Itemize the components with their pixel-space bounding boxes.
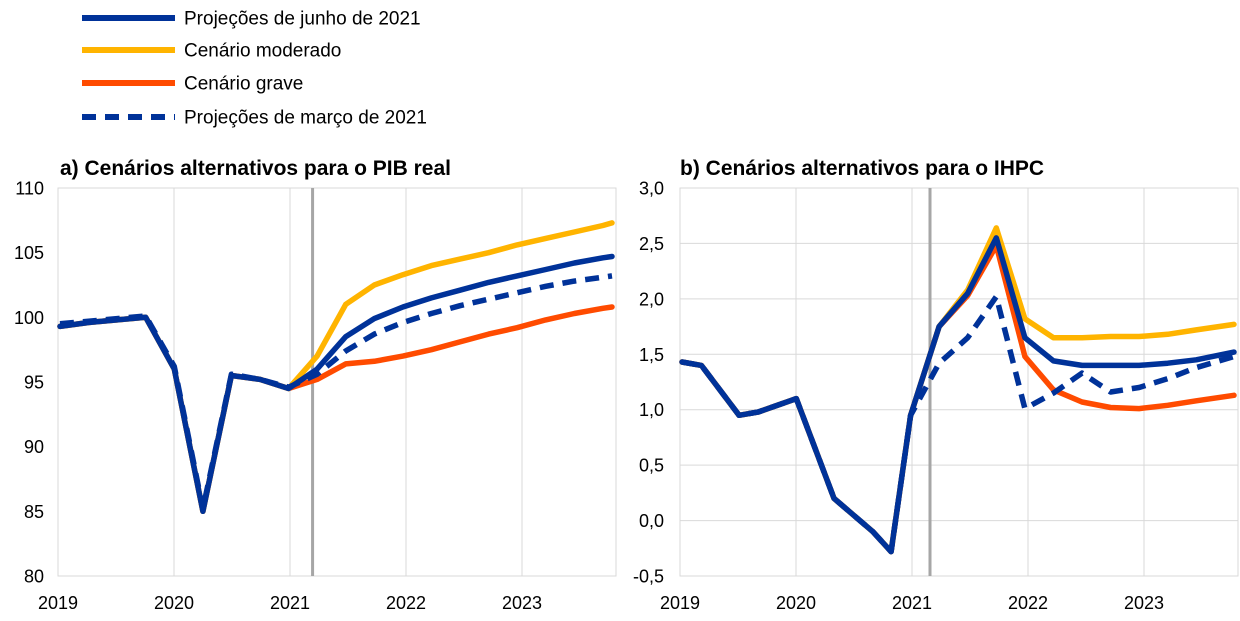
legend: Projeções de junho de 2021 Cenário modera…	[82, 9, 427, 129]
series-line-march	[59, 273, 613, 512]
legend-label-mild: Cenário moderado	[184, 41, 341, 62]
x-tick-label: 2019	[660, 593, 700, 613]
legend-item-june: Projeções de junho de 2021	[82, 9, 421, 30]
y-tick-label: 80	[24, 567, 44, 587]
legend-label-march: Projeções de março de 2021	[184, 108, 427, 129]
series-line-severe	[57, 304, 615, 515]
y-tick-label: 110	[15, 179, 44, 199]
x-tick-label: 2021	[270, 593, 310, 613]
y-tick-label: 105	[14, 243, 44, 263]
legend-item-mild: Cenário moderado	[82, 41, 341, 62]
y-tick-label: 85	[24, 502, 44, 522]
y-tick-label: 0,0	[639, 511, 664, 531]
plot-area	[679, 187, 1239, 577]
y-tick-label: 100	[14, 308, 44, 328]
x-tick-label: 2022	[1008, 593, 1048, 613]
x-tick-label: 2020	[154, 593, 194, 613]
y-tick-label: 2,5	[639, 234, 664, 254]
plot-area	[57, 187, 617, 577]
y-tick-label: -0,5	[633, 567, 664, 587]
y-tick-label: 2,0	[639, 289, 664, 309]
series-line-march	[681, 293, 1235, 555]
series-line-mild	[679, 225, 1237, 555]
y-tick-label: 90	[24, 437, 44, 457]
x-tick-label: 2023	[1124, 593, 1164, 613]
series-line-severe	[679, 242, 1237, 555]
series-line-june	[679, 235, 1237, 555]
y-tick-label: 1,5	[639, 345, 664, 365]
x-tick-label: 2020	[776, 593, 816, 613]
y-tick-label: 95	[24, 373, 44, 393]
y-tick-label: 1,0	[639, 400, 664, 420]
panel-gdp: a) Cenários alternativos para o PIB real…	[14, 157, 617, 613]
x-tick-label: 2022	[386, 593, 426, 613]
x-tick-label: 2021	[892, 593, 932, 613]
x-tick-label: 2019	[38, 593, 78, 613]
panel-hicp: b) Cenários alternativos para o IHPC -0,5…	[633, 157, 1239, 613]
y-tick-label: 3,0	[639, 179, 664, 199]
panel-title: a) Cenários alternativos para o PIB real	[60, 157, 451, 180]
series-line-june	[57, 253, 615, 515]
panel-title: b) Cenários alternativos para o IHPC	[680, 157, 1044, 180]
legend-item-severe: Cenário grave	[82, 74, 303, 95]
legend-label-severe: Cenário grave	[184, 74, 303, 95]
legend-item-march: Projeções de março de 2021	[82, 108, 427, 129]
y-tick-label: 0,5	[639, 456, 664, 476]
legend-label-june: Projeções de junho de 2021	[184, 9, 421, 30]
x-tick-label: 2023	[502, 593, 542, 613]
